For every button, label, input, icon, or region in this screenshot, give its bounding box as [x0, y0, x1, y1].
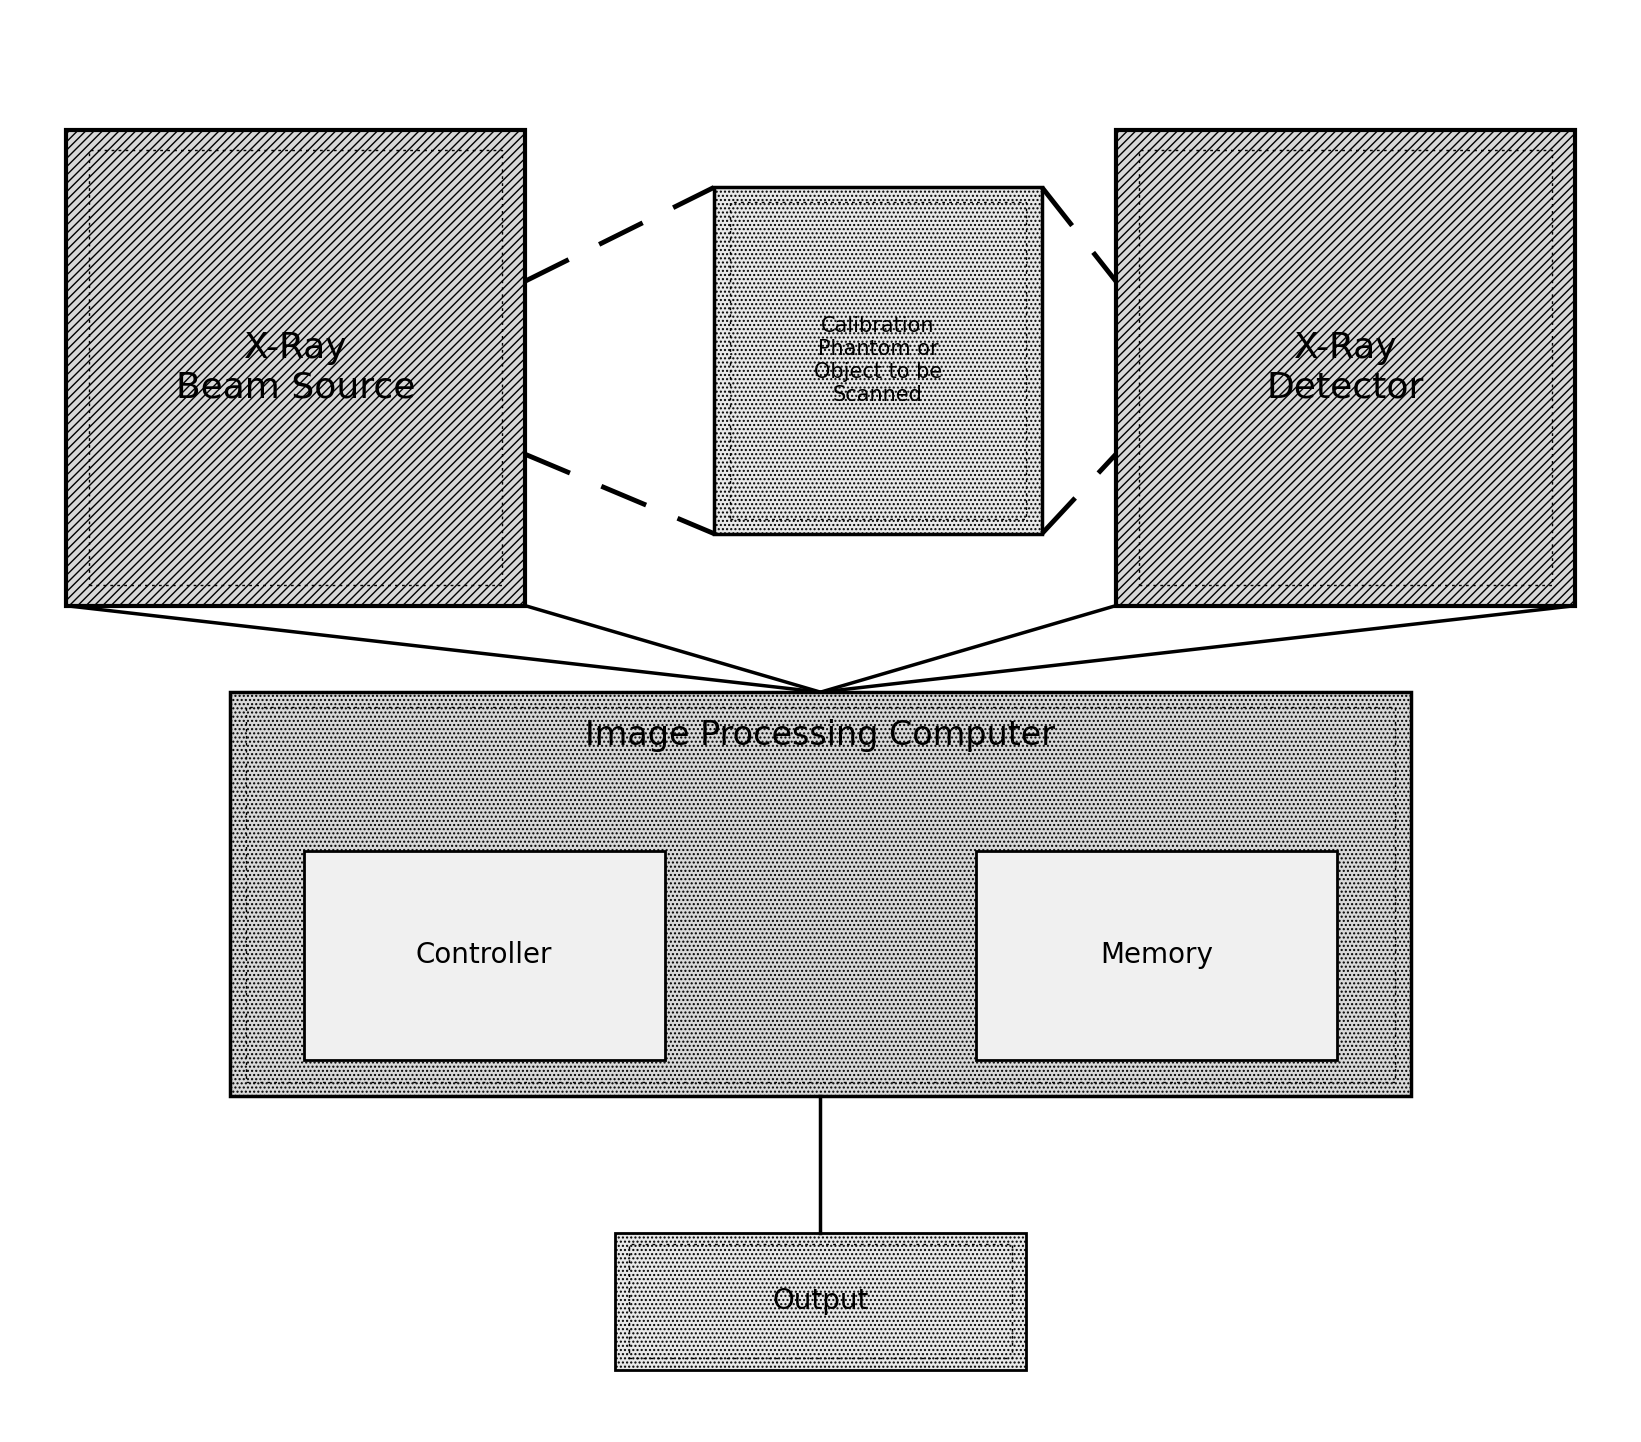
- FancyBboxPatch shape: [1116, 130, 1575, 606]
- FancyBboxPatch shape: [714, 187, 1042, 534]
- FancyBboxPatch shape: [304, 851, 665, 1060]
- Text: X-Ray
Beam Source: X-Ray Beam Source: [176, 332, 415, 404]
- FancyBboxPatch shape: [230, 692, 1411, 1096]
- Text: Output: Output: [773, 1288, 868, 1315]
- Text: X-Ray
Detector: X-Ray Detector: [1267, 332, 1424, 404]
- FancyBboxPatch shape: [976, 851, 1337, 1060]
- Text: Memory: Memory: [1101, 942, 1213, 969]
- Text: Calibration
Phantom or
Object to be
Scanned: Calibration Phantom or Object to be Scan…: [814, 316, 942, 405]
- Text: Image Processing Computer: Image Processing Computer: [586, 720, 1055, 751]
- FancyBboxPatch shape: [66, 130, 525, 606]
- FancyBboxPatch shape: [615, 1233, 1026, 1370]
- Text: Controller: Controller: [415, 942, 553, 969]
